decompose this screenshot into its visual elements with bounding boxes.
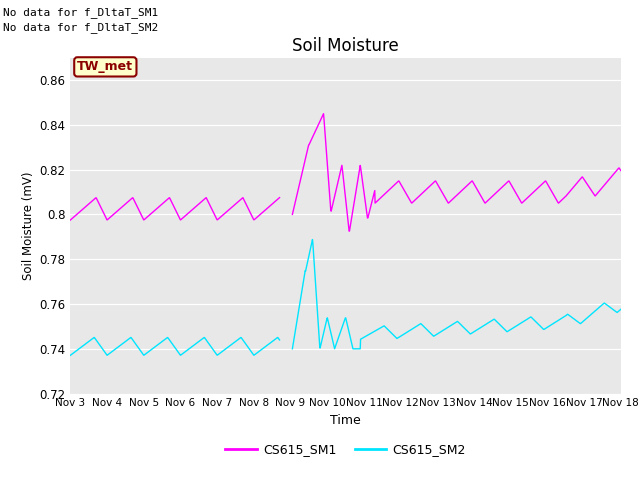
CS615_SM1 [617, 168, 625, 173]
CS615_SM2 [175, 350, 182, 356]
CS615_SM1 [607, 174, 615, 180]
Y-axis label: Soil Moisture (mV): Soil Moisture (mV) [22, 171, 35, 280]
Text: TW_met: TW_met [77, 60, 133, 73]
CS615_SM1 [367, 204, 374, 210]
CS615_SM2 [155, 341, 163, 347]
CS615_SM1 [155, 204, 163, 210]
Line: CS615_SM1: CS615_SM1 [70, 114, 621, 231]
CS615_SM1 [473, 186, 481, 192]
Line: CS615_SM2: CS615_SM2 [70, 240, 621, 355]
CS615_SM1 [67, 217, 74, 223]
CS615_SM2 [617, 306, 625, 312]
Title: Soil Moisture: Soil Moisture [292, 36, 399, 55]
Legend: CS615_SM1, CS615_SM2: CS615_SM1, CS615_SM2 [220, 438, 471, 461]
CS615_SM2 [473, 327, 481, 333]
CS615_SM2 [450, 321, 458, 327]
Text: No data for f_DltaT_SM2: No data for f_DltaT_SM2 [3, 22, 159, 33]
X-axis label: Time: Time [330, 414, 361, 427]
CS615_SM2 [607, 305, 615, 311]
Text: No data for f_DltaT_SM1: No data for f_DltaT_SM1 [3, 7, 159, 18]
CS615_SM2 [67, 352, 74, 358]
CS615_SM2 [367, 331, 374, 336]
CS615_SM1 [175, 214, 182, 219]
CS615_SM1 [450, 195, 458, 201]
